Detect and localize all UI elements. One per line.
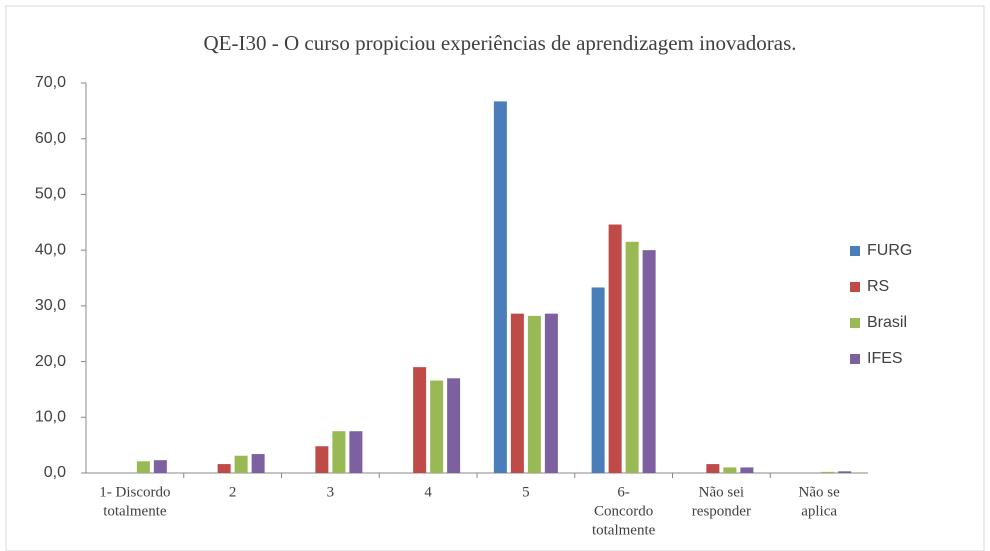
bar [591, 287, 605, 473]
bar [838, 471, 852, 473]
bar [315, 446, 329, 473]
bar [430, 380, 444, 473]
chart-title: QE-I30 - O curso propiciou experiências … [203, 31, 796, 55]
bar [723, 467, 737, 473]
x-tick-label: totalmente [592, 522, 656, 538]
y-tick-label: 60,0 [35, 130, 66, 147]
x-tick-label: Não se [799, 484, 841, 500]
bar [493, 101, 507, 473]
x-tick-label: Concordo [594, 503, 653, 519]
legend-label: RS [867, 278, 889, 295]
bar [527, 315, 541, 473]
y-tick-label: 70,0 [35, 74, 66, 91]
bar [608, 224, 622, 473]
y-tick-label: 10,0 [35, 409, 66, 426]
y-tick-label: 20,0 [35, 353, 66, 370]
x-tick-label: 6- [617, 484, 630, 500]
y-tick-label: 40,0 [35, 241, 66, 258]
bar [217, 464, 231, 473]
bar [740, 467, 754, 473]
bar [625, 241, 639, 473]
bar [136, 461, 150, 473]
bar [510, 313, 524, 473]
legend-swatch [850, 282, 860, 292]
y-tick-label: 0,0 [44, 464, 66, 481]
x-tick-label: totalmente [103, 503, 167, 519]
legend-label: Brasil [867, 314, 907, 331]
x-tick-label: 4 [424, 484, 432, 500]
x-tick-label: responder [692, 503, 751, 519]
bar [544, 313, 558, 473]
bar [234, 455, 248, 473]
x-tick-label: 1- Discordo [99, 484, 170, 500]
legend-label: IFES [867, 350, 903, 367]
y-tick-label: 50,0 [35, 186, 66, 203]
x-tick-label: 2 [229, 484, 237, 500]
legend-swatch [850, 318, 860, 328]
x-tick-label: 3 [327, 484, 335, 500]
bar [251, 454, 265, 473]
bar [153, 460, 167, 473]
bar [413, 367, 427, 473]
x-tick-label: aplica [801, 503, 837, 519]
legend-swatch [850, 354, 860, 364]
bar [706, 464, 720, 473]
x-tick-label: 5 [522, 484, 530, 500]
bar [349, 431, 363, 473]
x-tick-label: Não sei [699, 484, 744, 500]
legend-label: FURG [867, 242, 912, 259]
legend-swatch [850, 246, 860, 256]
bar [447, 378, 461, 473]
bar [642, 250, 656, 473]
bar [332, 431, 346, 473]
y-tick-label: 30,0 [35, 297, 66, 314]
bar [821, 471, 835, 473]
